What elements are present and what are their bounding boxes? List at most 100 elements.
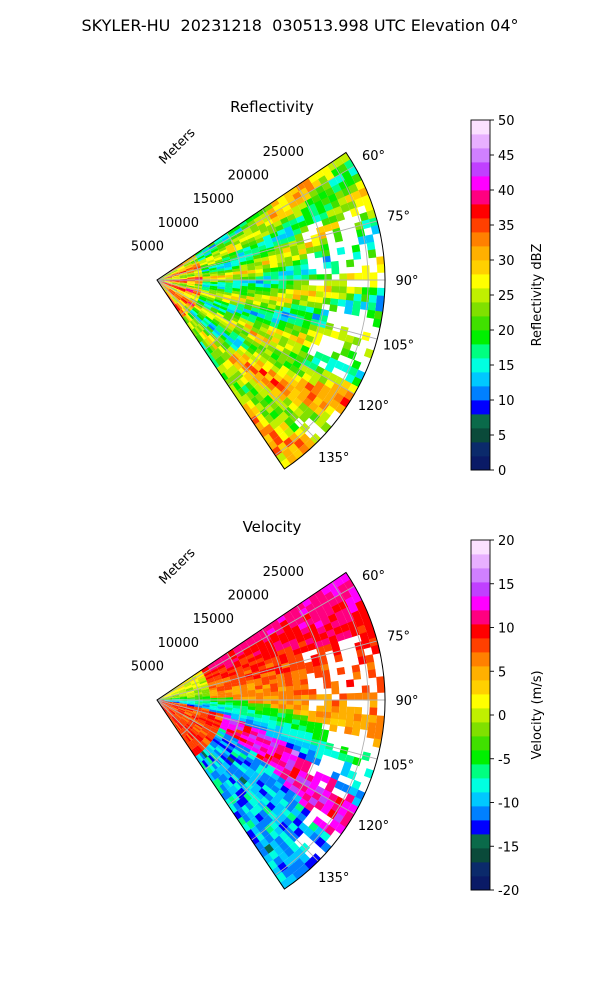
data-cell bbox=[227, 766, 237, 775]
data-cell bbox=[172, 701, 180, 704]
data-cell bbox=[230, 259, 239, 265]
data-cell bbox=[247, 706, 256, 711]
data-cell bbox=[170, 270, 179, 275]
data-cell bbox=[289, 606, 299, 616]
data-cell bbox=[202, 739, 210, 746]
data-cell bbox=[207, 294, 216, 299]
data-cell bbox=[268, 340, 278, 349]
data-cell bbox=[179, 299, 187, 306]
data-cell bbox=[374, 310, 383, 321]
data-cell bbox=[203, 303, 212, 309]
data-cell bbox=[284, 681, 294, 687]
data-cell bbox=[352, 671, 362, 680]
data-cell bbox=[298, 377, 309, 388]
data-cell bbox=[193, 689, 202, 693]
data-cell bbox=[269, 715, 278, 722]
data-cell bbox=[170, 690, 178, 694]
data-cell bbox=[183, 681, 191, 686]
data-cell bbox=[267, 368, 277, 378]
data-cell bbox=[198, 297, 207, 302]
data-cell bbox=[179, 702, 188, 705]
data-cell bbox=[262, 234, 272, 242]
data-cell bbox=[232, 274, 241, 278]
data-cell bbox=[253, 635, 263, 644]
data-cell bbox=[179, 284, 187, 288]
data-cell bbox=[170, 270, 178, 274]
data-cell bbox=[179, 701, 188, 704]
data-cell bbox=[330, 298, 339, 306]
data-cell bbox=[185, 288, 194, 292]
data-cell bbox=[345, 299, 354, 308]
data-cell bbox=[271, 386, 282, 397]
data-cell bbox=[292, 817, 303, 828]
data-cell bbox=[225, 702, 233, 706]
data-cell bbox=[208, 730, 217, 737]
data-cell bbox=[276, 677, 285, 684]
data-cell bbox=[266, 749, 275, 757]
data-cell bbox=[312, 214, 322, 224]
data-cell bbox=[292, 611, 302, 621]
data-cell bbox=[268, 820, 279, 831]
data-cell bbox=[163, 703, 171, 707]
data-cell bbox=[185, 688, 194, 692]
data-cell bbox=[230, 679, 239, 685]
data-cell bbox=[262, 654, 272, 662]
data-cell bbox=[175, 712, 183, 718]
data-cell bbox=[214, 676, 223, 682]
data-cell bbox=[179, 704, 187, 708]
data-cell bbox=[275, 673, 285, 680]
data-cell bbox=[240, 384, 250, 394]
data-cell bbox=[235, 742, 245, 750]
data-cell bbox=[269, 711, 278, 718]
data-cell bbox=[244, 743, 253, 751]
data-cell bbox=[171, 691, 179, 695]
data-cell bbox=[306, 301, 315, 309]
data-cell bbox=[235, 725, 244, 732]
data-cell bbox=[196, 673, 204, 679]
data-cell bbox=[163, 692, 171, 697]
data-cell bbox=[337, 196, 348, 207]
data-cell bbox=[309, 831, 320, 843]
data-cell bbox=[208, 291, 217, 295]
data-cell bbox=[195, 251, 204, 258]
data-cell bbox=[196, 253, 204, 259]
data-cell bbox=[222, 676, 231, 682]
data-cell bbox=[352, 300, 362, 310]
data-cell bbox=[266, 381, 276, 392]
data-cell bbox=[261, 676, 270, 682]
azimuth-tick-label: 90° bbox=[395, 694, 418, 709]
data-cell bbox=[218, 307, 227, 314]
data-cell bbox=[201, 707, 210, 712]
data-cell bbox=[254, 653, 263, 661]
data-cell bbox=[304, 802, 315, 813]
data-cell bbox=[277, 712, 286, 719]
data-cell bbox=[269, 321, 279, 329]
data-cell bbox=[277, 212, 287, 221]
data-cell bbox=[237, 653, 246, 661]
data-cell bbox=[171, 284, 179, 288]
data-cell bbox=[339, 693, 348, 701]
data-cell bbox=[293, 761, 303, 771]
data-cell bbox=[269, 829, 279, 840]
data-cell bbox=[246, 347, 256, 356]
colorbar-segment bbox=[471, 190, 490, 205]
data-cell bbox=[279, 755, 289, 764]
data-cell bbox=[286, 213, 296, 222]
data-cell bbox=[245, 653, 255, 661]
data-cell bbox=[262, 711, 271, 717]
data-cell bbox=[194, 250, 203, 256]
data-cell bbox=[208, 310, 217, 317]
data-cell bbox=[216, 712, 224, 717]
data-cell bbox=[261, 352, 271, 361]
data-cell bbox=[186, 743, 193, 751]
data-cell bbox=[213, 237, 222, 244]
data-cell bbox=[279, 798, 289, 808]
data-cell bbox=[278, 284, 287, 290]
data-cell bbox=[250, 396, 260, 406]
data-cell bbox=[251, 632, 261, 640]
data-cell bbox=[191, 319, 198, 327]
data-cell bbox=[186, 270, 195, 274]
data-cell bbox=[245, 829, 256, 839]
data-cell bbox=[256, 312, 266, 320]
range-tick-label: 15000 bbox=[193, 192, 234, 207]
